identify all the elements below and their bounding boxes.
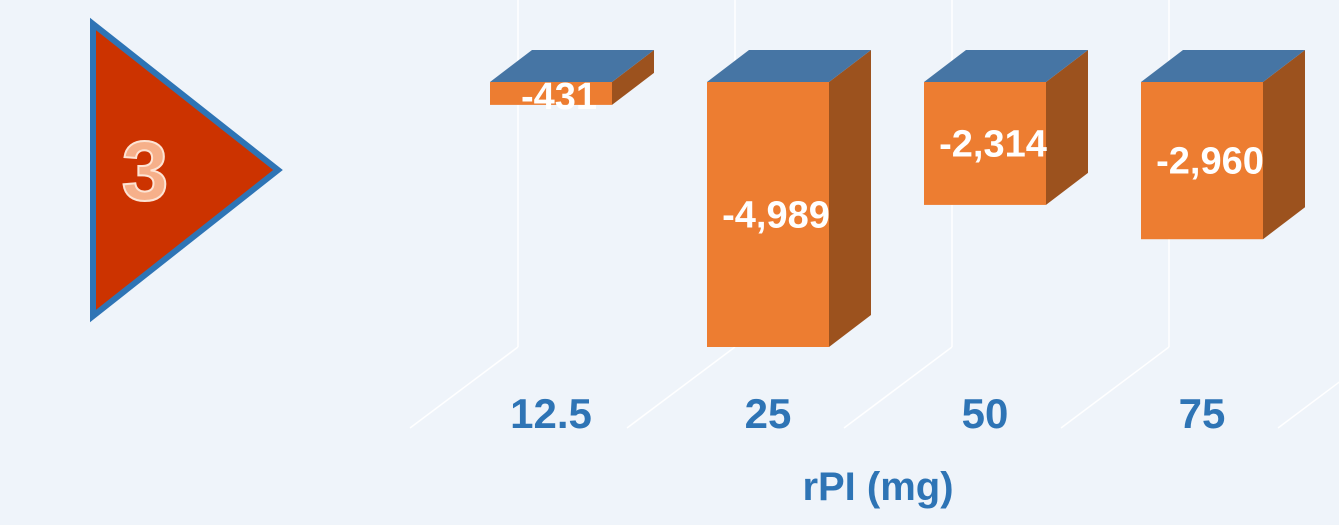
value-label: -2,314 (939, 123, 1047, 165)
floor-line (1277, 381, 1339, 429)
bar-side (1046, 50, 1088, 205)
floor-line (843, 346, 953, 429)
bar-top (707, 50, 871, 82)
bar-front (924, 82, 1046, 205)
bar (707, 50, 871, 347)
value-label: -431 (521, 76, 597, 118)
bar-front (1141, 82, 1263, 240)
x-tick-label: 25 (745, 390, 792, 437)
floor-line (409, 346, 519, 429)
bar-front (707, 82, 829, 347)
bar (924, 50, 1088, 205)
bar (490, 50, 654, 105)
bar (1141, 50, 1305, 240)
badge-triangle (90, 17, 283, 323)
bar-top (924, 50, 1088, 82)
value-label: -2,960 (1156, 141, 1264, 183)
badge-number: 3 (122, 124, 169, 218)
bar-front (490, 82, 612, 105)
bar-side (1263, 50, 1305, 240)
bar-top (490, 50, 654, 82)
x-tick-label: 12.5 (510, 390, 592, 437)
bar-side (829, 50, 871, 347)
x-tick-label: 75 (1179, 390, 1226, 437)
x-axis-title: rPI (mg) (802, 465, 953, 509)
bars: -431 12.5 -4,989 25 -2,314 50 -2,960 75 (490, 50, 1305, 437)
floor-line (626, 346, 736, 429)
value-label: -4,989 (722, 195, 830, 237)
bar-top (1141, 50, 1305, 82)
x-tick-label: 50 (962, 390, 1009, 437)
bar-side (612, 50, 654, 105)
floor-line (1060, 346, 1170, 429)
